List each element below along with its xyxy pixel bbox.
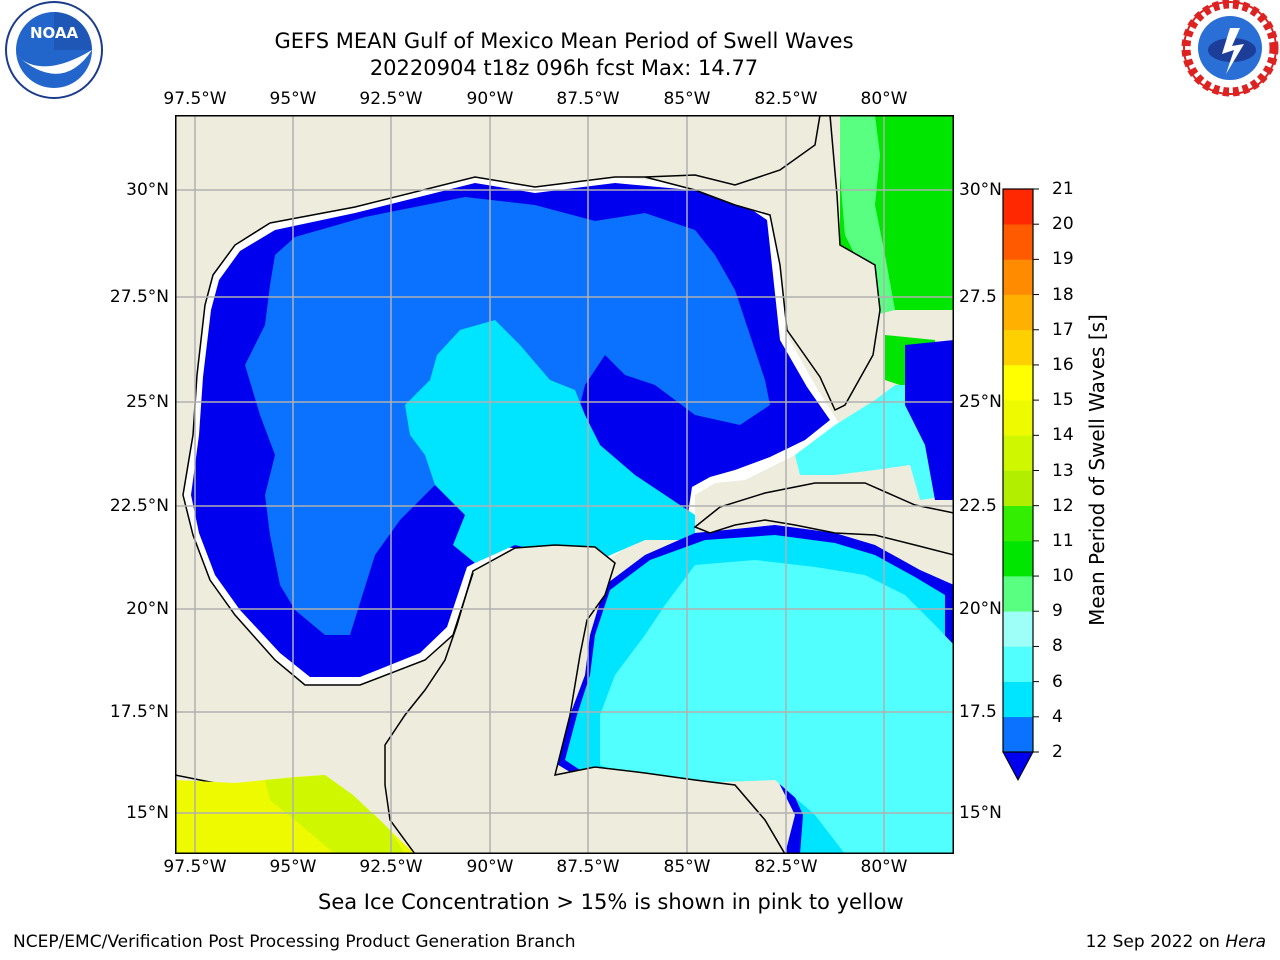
colorbar-tick-label: 4 — [1052, 706, 1063, 727]
mexico-coastline — [182, 222, 474, 686]
colorbar-cell — [1003, 611, 1033, 647]
footer-left: NCEP/EMC/Verification Post Processing Pr… — [13, 932, 576, 952]
colorbar-cell — [1003, 329, 1033, 366]
lon-tick-label: 95°W — [269, 857, 317, 877]
gulf-cyan-tongue — [405, 320, 695, 563]
colorbar-tick-label: 20 — [1052, 214, 1074, 235]
map-panel — [175, 115, 954, 854]
colorbar-tick-label: 12 — [1052, 495, 1074, 516]
colorbar-cell — [1003, 400, 1033, 436]
colorbar-tick-label: 9 — [1052, 601, 1063, 622]
colorbar-tick-label: 17 — [1052, 319, 1074, 340]
lon-tick-label: 97.5°W — [163, 89, 227, 109]
lat-tick-label: 17.5 — [959, 702, 997, 722]
lon-tick-label: 92.5°W — [359, 89, 423, 109]
graticule — [175, 115, 954, 854]
lon-tick-label: 87.5°W — [556, 89, 620, 109]
colorbar-tick-label: 18 — [1052, 284, 1074, 305]
footer-date: 12 Sep 2022 on — [1085, 932, 1220, 952]
colorbar-tick-label: 14 — [1052, 425, 1074, 446]
colorbar-cell — [1003, 224, 1033, 260]
chart-subtitle: 20220904 t18z 096h fcst Max: 14.77 — [369, 56, 759, 80]
lon-tick-label: 82.5°W — [754, 89, 818, 109]
colorbar-tick-label: 19 — [1052, 249, 1074, 270]
lat-tick-label: 20°N — [959, 599, 1002, 619]
lat-tick-label: 30°N — [959, 180, 1002, 200]
lat-tick-label: 25°N — [126, 392, 169, 412]
lon-tick-label: 95°W — [269, 89, 317, 109]
colorbar-tick-label: 21 — [1052, 179, 1074, 199]
colorbar-tick-label: 10 — [1052, 566, 1074, 587]
colorbar-under-triangle — [1002, 751, 1034, 782]
colorbar-cell — [1003, 505, 1033, 542]
colorbar-ticks — [1033, 188, 1039, 753]
colorbar-cells — [1003, 189, 1033, 753]
lat-tick-label: 22.5°N — [109, 496, 169, 516]
lat-tick-label: 30°N — [126, 180, 169, 200]
colorbar-cell — [1003, 646, 1033, 682]
atlantic-light-green — [840, 115, 895, 315]
colorbar-tick-label: 8 — [1052, 636, 1063, 657]
colorbar-cell — [1003, 681, 1033, 718]
colorbar-tick-label: 15 — [1052, 390, 1074, 411]
lat-tick-label: 27.5°N — [109, 287, 169, 307]
lon-tick-label: 87.5°W — [556, 857, 620, 877]
nws-logo — [1181, 0, 1279, 97]
yucatan-land — [175, 544, 786, 854]
colorbar-cell — [1003, 435, 1033, 471]
colorbar-cell — [1003, 189, 1033, 225]
lon-tick-label: 85°W — [663, 857, 711, 877]
noaa-logo-text: NOAA — [30, 24, 79, 42]
colorbar-cell — [1003, 364, 1033, 401]
colorbar-cell — [1003, 576, 1033, 612]
lat-tick-label: 25°N — [959, 392, 1002, 412]
sea-ice-note: Sea Ice Concentration > 15% is shown in … — [318, 890, 904, 914]
florida-land — [644, 115, 881, 412]
colorbar-tick-label: 11 — [1052, 530, 1074, 551]
pacific-yellow-green — [265, 775, 405, 854]
colorbar-cell — [1003, 716, 1033, 753]
lat-tick-label: 15°N — [959, 803, 1002, 823]
us-gulf-coastline — [269, 176, 645, 224]
lon-tick-label: 90°W — [466, 857, 514, 877]
lon-tick-label: 80°W — [860, 89, 908, 109]
lat-tick-label: 27.5 — [959, 287, 997, 307]
lon-tick-label: 92.5°W — [359, 857, 423, 877]
lon-tick-label: 90°W — [466, 89, 514, 109]
lon-tick-label: 85°W — [663, 89, 711, 109]
colorbar-cell — [1003, 259, 1033, 295]
lon-tick-label: 80°W — [860, 857, 908, 877]
lat-tick-label: 22.5 — [959, 496, 997, 516]
colorbar-cell — [1003, 294, 1033, 331]
colorbar-tick-label: 6 — [1052, 671, 1063, 692]
bahamas-deep-blue — [905, 340, 954, 500]
colorbar-title: Mean Period of Swell Waves [s] — [1085, 314, 1109, 626]
colorbar-cell — [1003, 540, 1033, 577]
colorbar-tick-label: 13 — [1052, 460, 1074, 481]
colorbar-cell — [1003, 470, 1033, 506]
map-frame — [175, 115, 954, 854]
colorbar-tick-label: 2 — [1052, 742, 1063, 762]
noaa-logo: NOAA — [5, 1, 103, 99]
lat-tick-label: 15°N — [126, 803, 169, 823]
footer-right: 12 Sep 2022 on Hera — [1086, 932, 1266, 952]
colorbar-tick-label: 16 — [1052, 354, 1074, 375]
lon-tick-label: 97.5°W — [163, 857, 227, 877]
lat-tick-label: 20°N — [126, 599, 169, 619]
lat-tick-label: 17.5°N — [109, 702, 169, 722]
footer-machine: Hera — [1225, 932, 1266, 952]
cuba-land — [693, 482, 954, 556]
chart-title: GEFS MEAN Gulf of Mexico Mean Period of … — [274, 29, 854, 53]
lon-tick-label: 82.5°W — [754, 857, 818, 877]
